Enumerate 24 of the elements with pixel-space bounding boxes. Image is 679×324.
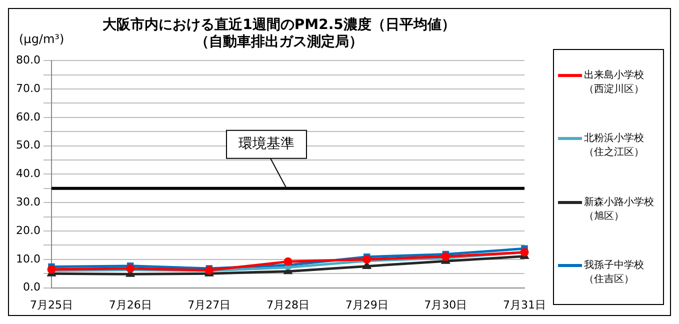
y-tick-label: 10.0 xyxy=(16,252,40,266)
legend-label: 出来島小学校（西淀川区） xyxy=(584,68,644,96)
x-tick-label: 7月26日 xyxy=(108,298,152,312)
ref-line-label: 環境基準 xyxy=(238,136,294,152)
y-tick-label: 40.0 xyxy=(16,167,40,180)
y-tick-label: 20.0 xyxy=(16,224,40,237)
chart-subtitle: （自動車排出ガス測定局） xyxy=(195,32,363,50)
x-tick-label: 7月28日 xyxy=(266,298,310,312)
y-tick-label: 0.0 xyxy=(22,280,40,294)
y-tick-label: 80.0 xyxy=(16,53,40,66)
chart-title: 大阪市内における直近1週間のPM2.5濃度（日平均値） xyxy=(102,16,456,34)
legend-label: 北粉浜小学校（住之江区） xyxy=(584,132,644,160)
x-tick-label: 7月29日 xyxy=(345,298,388,312)
y-tick-label: 60.0 xyxy=(16,110,40,124)
y-tick-label: 70.0 xyxy=(16,82,40,95)
legend-label: 新森小路小学校（旭区） xyxy=(584,196,654,223)
legend-label: 我孫子中学校（住吉区） xyxy=(584,258,644,286)
x-tick-label: 7月25日 xyxy=(30,298,73,312)
y-tick-label: 30.0 xyxy=(16,195,40,208)
y-tick-label: 50.0 xyxy=(16,138,40,152)
x-tick-label: 7月30日 xyxy=(424,298,468,312)
x-tick-label: 7月27日 xyxy=(188,298,231,312)
x-tick-label: 7月31日 xyxy=(503,298,546,312)
y-axis-title: (μg/m³) xyxy=(19,32,64,46)
